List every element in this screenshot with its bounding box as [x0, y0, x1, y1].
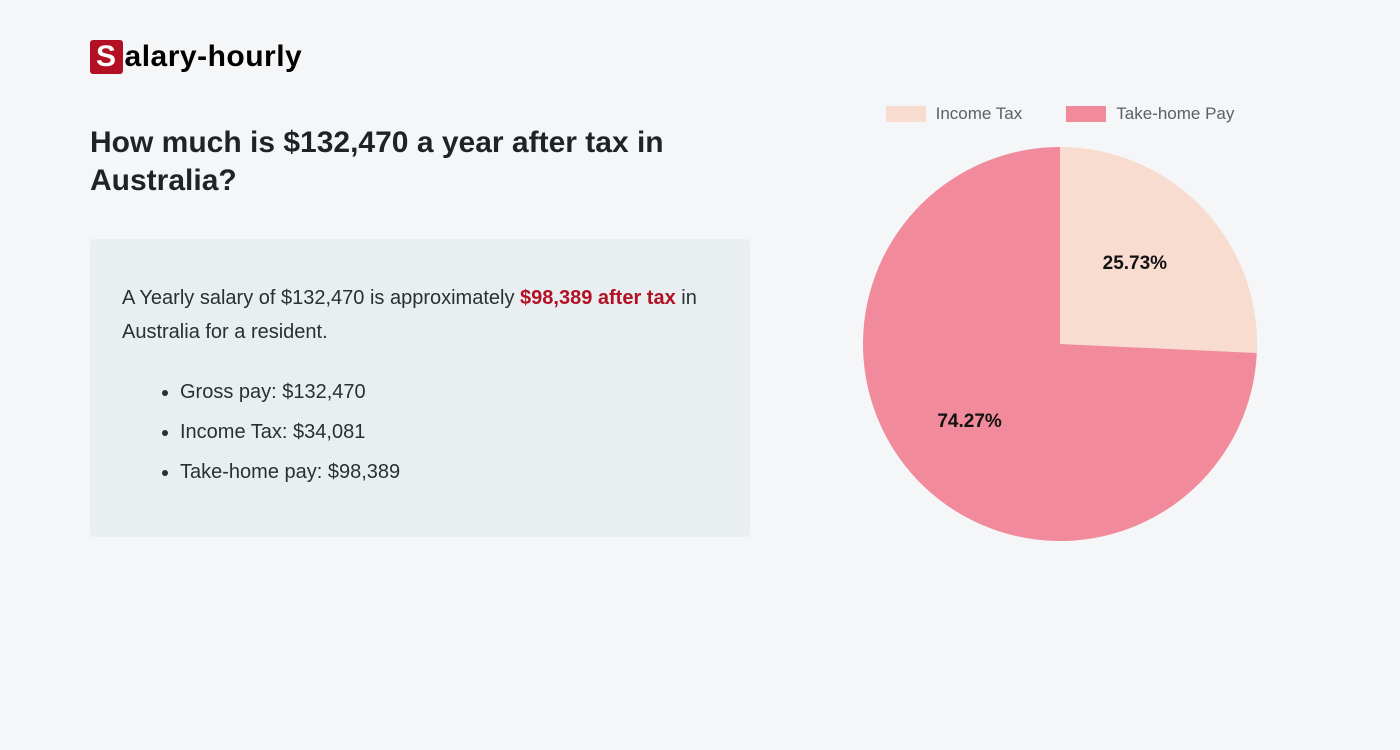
bullet-gross-pay: Gross pay: $132,470: [180, 375, 712, 409]
summary-bullets: Gross pay: $132,470 Income Tax: $34,081 …: [122, 375, 712, 489]
pie-chart: 25.73% 74.27%: [860, 144, 1260, 544]
legend-swatch-take-home: [1066, 106, 1106, 122]
content-row: How much is $132,470 a year after tax in…: [90, 124, 1310, 544]
pie-legend: Income Tax Take-home Pay: [886, 104, 1235, 124]
pie-label-take_home_pay: 74.27%: [937, 411, 1001, 433]
pie-svg: [860, 144, 1260, 544]
bullet-income-tax: Income Tax: $34,081: [180, 415, 712, 449]
legend-swatch-income-tax: [886, 106, 926, 122]
site-logo: Salary-hourly: [90, 40, 1310, 74]
pie-slice-income_tax: [1060, 147, 1257, 353]
legend-label-income-tax: Income Tax: [936, 104, 1023, 124]
summary-box: A Yearly salary of $132,470 is approxima…: [90, 239, 750, 537]
summary-lead-pre: A Yearly salary of $132,470 is approxima…: [122, 287, 520, 309]
page: Salary-hourly How much is $132,470 a yea…: [0, 0, 1400, 584]
logo-s-box: S: [90, 40, 123, 74]
legend-label-take-home: Take-home Pay: [1116, 104, 1234, 124]
pie-label-income_tax: 25.73%: [1103, 253, 1167, 275]
page-title: How much is $132,470 a year after tax in…: [90, 124, 710, 199]
summary-lead: A Yearly salary of $132,470 is approxima…: [122, 281, 712, 349]
left-column: How much is $132,470 a year after tax in…: [90, 124, 750, 537]
legend-item-take-home: Take-home Pay: [1066, 104, 1234, 124]
chart-column: Income Tax Take-home Pay 25.73% 74.27%: [810, 104, 1310, 544]
summary-highlight: $98,389 after tax: [520, 287, 676, 309]
bullet-take-home: Take-home pay: $98,389: [180, 455, 712, 489]
logo-rest: alary-hourly: [125, 40, 303, 73]
legend-item-income-tax: Income Tax: [886, 104, 1023, 124]
